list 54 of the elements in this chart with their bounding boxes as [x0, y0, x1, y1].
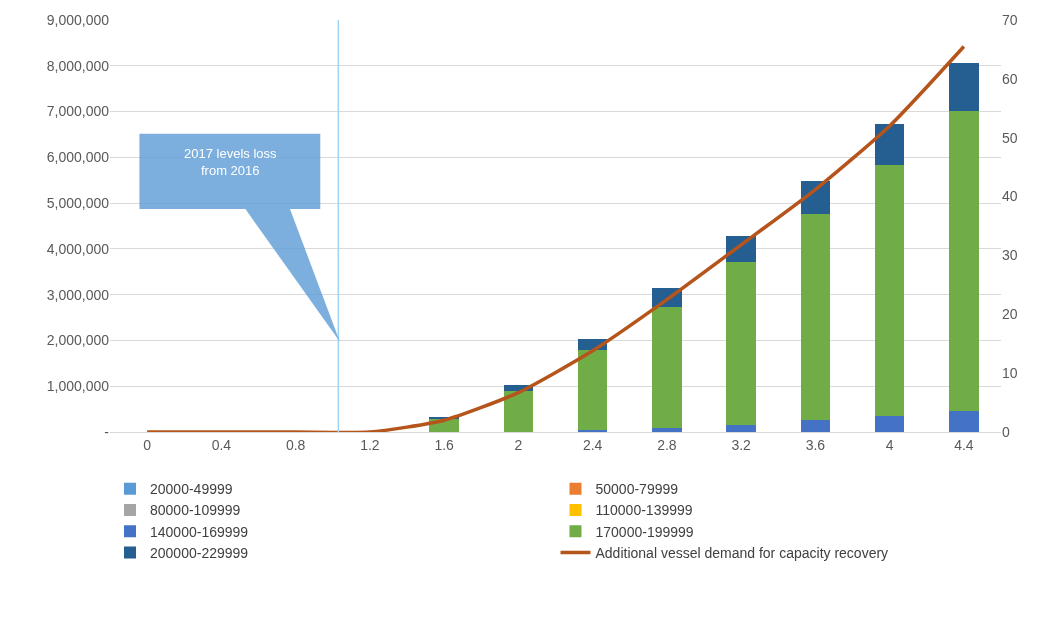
- bar: [874, 123, 905, 165]
- y2-tick-label: 30: [1002, 247, 1018, 264]
- bar: [949, 63, 979, 112]
- x-tick-label: 0.8: [285, 436, 306, 453]
- y2-tick-label: 60: [1002, 70, 1018, 87]
- legend-label: 200000-229999: [150, 544, 249, 561]
- bar: [652, 307, 682, 429]
- bar: [874, 164, 905, 416]
- legend-label: 110000-139999: [595, 502, 693, 519]
- x-tick-label: 1.6: [434, 436, 455, 453]
- annotation: 2017 levels loss from 2016: [184, 146, 277, 178]
- y2-tick-label: 70: [1002, 11, 1018, 28]
- bar: [874, 415, 905, 432]
- bar: [726, 425, 756, 432]
- x-tick-label: 0.4: [211, 436, 232, 453]
- bar: [726, 261, 756, 426]
- legend-label: 170000-199999: [595, 523, 694, 540]
- x-tick-label: 0: [143, 436, 152, 453]
- bar: [577, 349, 608, 431]
- y-tick-label: 5,000,000: [46, 195, 110, 212]
- x-tick-label: 3.2: [731, 436, 752, 453]
- bar: [503, 391, 534, 432]
- y2-tick-label: 40: [1002, 188, 1018, 205]
- y-tick-label: 7,000,000: [46, 103, 110, 120]
- x-tick-label: 4.4: [954, 436, 974, 453]
- bar: [949, 111, 979, 412]
- y-tick-label: 9,000,000: [46, 11, 110, 28]
- y-tick-label: 1,000,000: [46, 378, 110, 395]
- y2-tick-label: 50: [1002, 129, 1018, 146]
- x-tick-label: 3.6: [805, 436, 826, 453]
- y-tick-label: 4,000,000: [46, 240, 110, 257]
- y-tick-label: 6,000,000: [46, 149, 110, 166]
- x-tick-label: 1.2: [360, 436, 380, 453]
- y-tick-label: 2,000,000: [46, 332, 110, 349]
- x-tick-label: 4: [885, 436, 894, 453]
- y2-tick-label: 20: [1002, 306, 1018, 323]
- legend-label: 140000-169999: [150, 523, 249, 540]
- bar: [949, 411, 979, 432]
- x-tick-label: 2: [514, 436, 523, 453]
- bar: [800, 214, 831, 421]
- x-tick-label: 2.8: [657, 436, 677, 453]
- line-series: [145, 44, 966, 432]
- bar: [652, 428, 682, 432]
- legend-label: 50000-79999: [595, 481, 679, 498]
- y2-tick-label: 10: [1002, 365, 1018, 382]
- legend-label: Additional vessel demand for capacity recovery: [595, 544, 889, 561]
- y2-tick-label: 0: [1002, 423, 1010, 440]
- y-tick-label: 8,000,000: [46, 57, 110, 74]
- x-tick-label: 2.4: [582, 436, 603, 453]
- y-tick-label: 3,000,000: [46, 286, 110, 303]
- legend-label: 20000-49999: [150, 481, 233, 498]
- legend-label: 80000-109999: [150, 502, 241, 519]
- bar: [800, 420, 831, 432]
- y-tick-label: -: [104, 423, 110, 440]
